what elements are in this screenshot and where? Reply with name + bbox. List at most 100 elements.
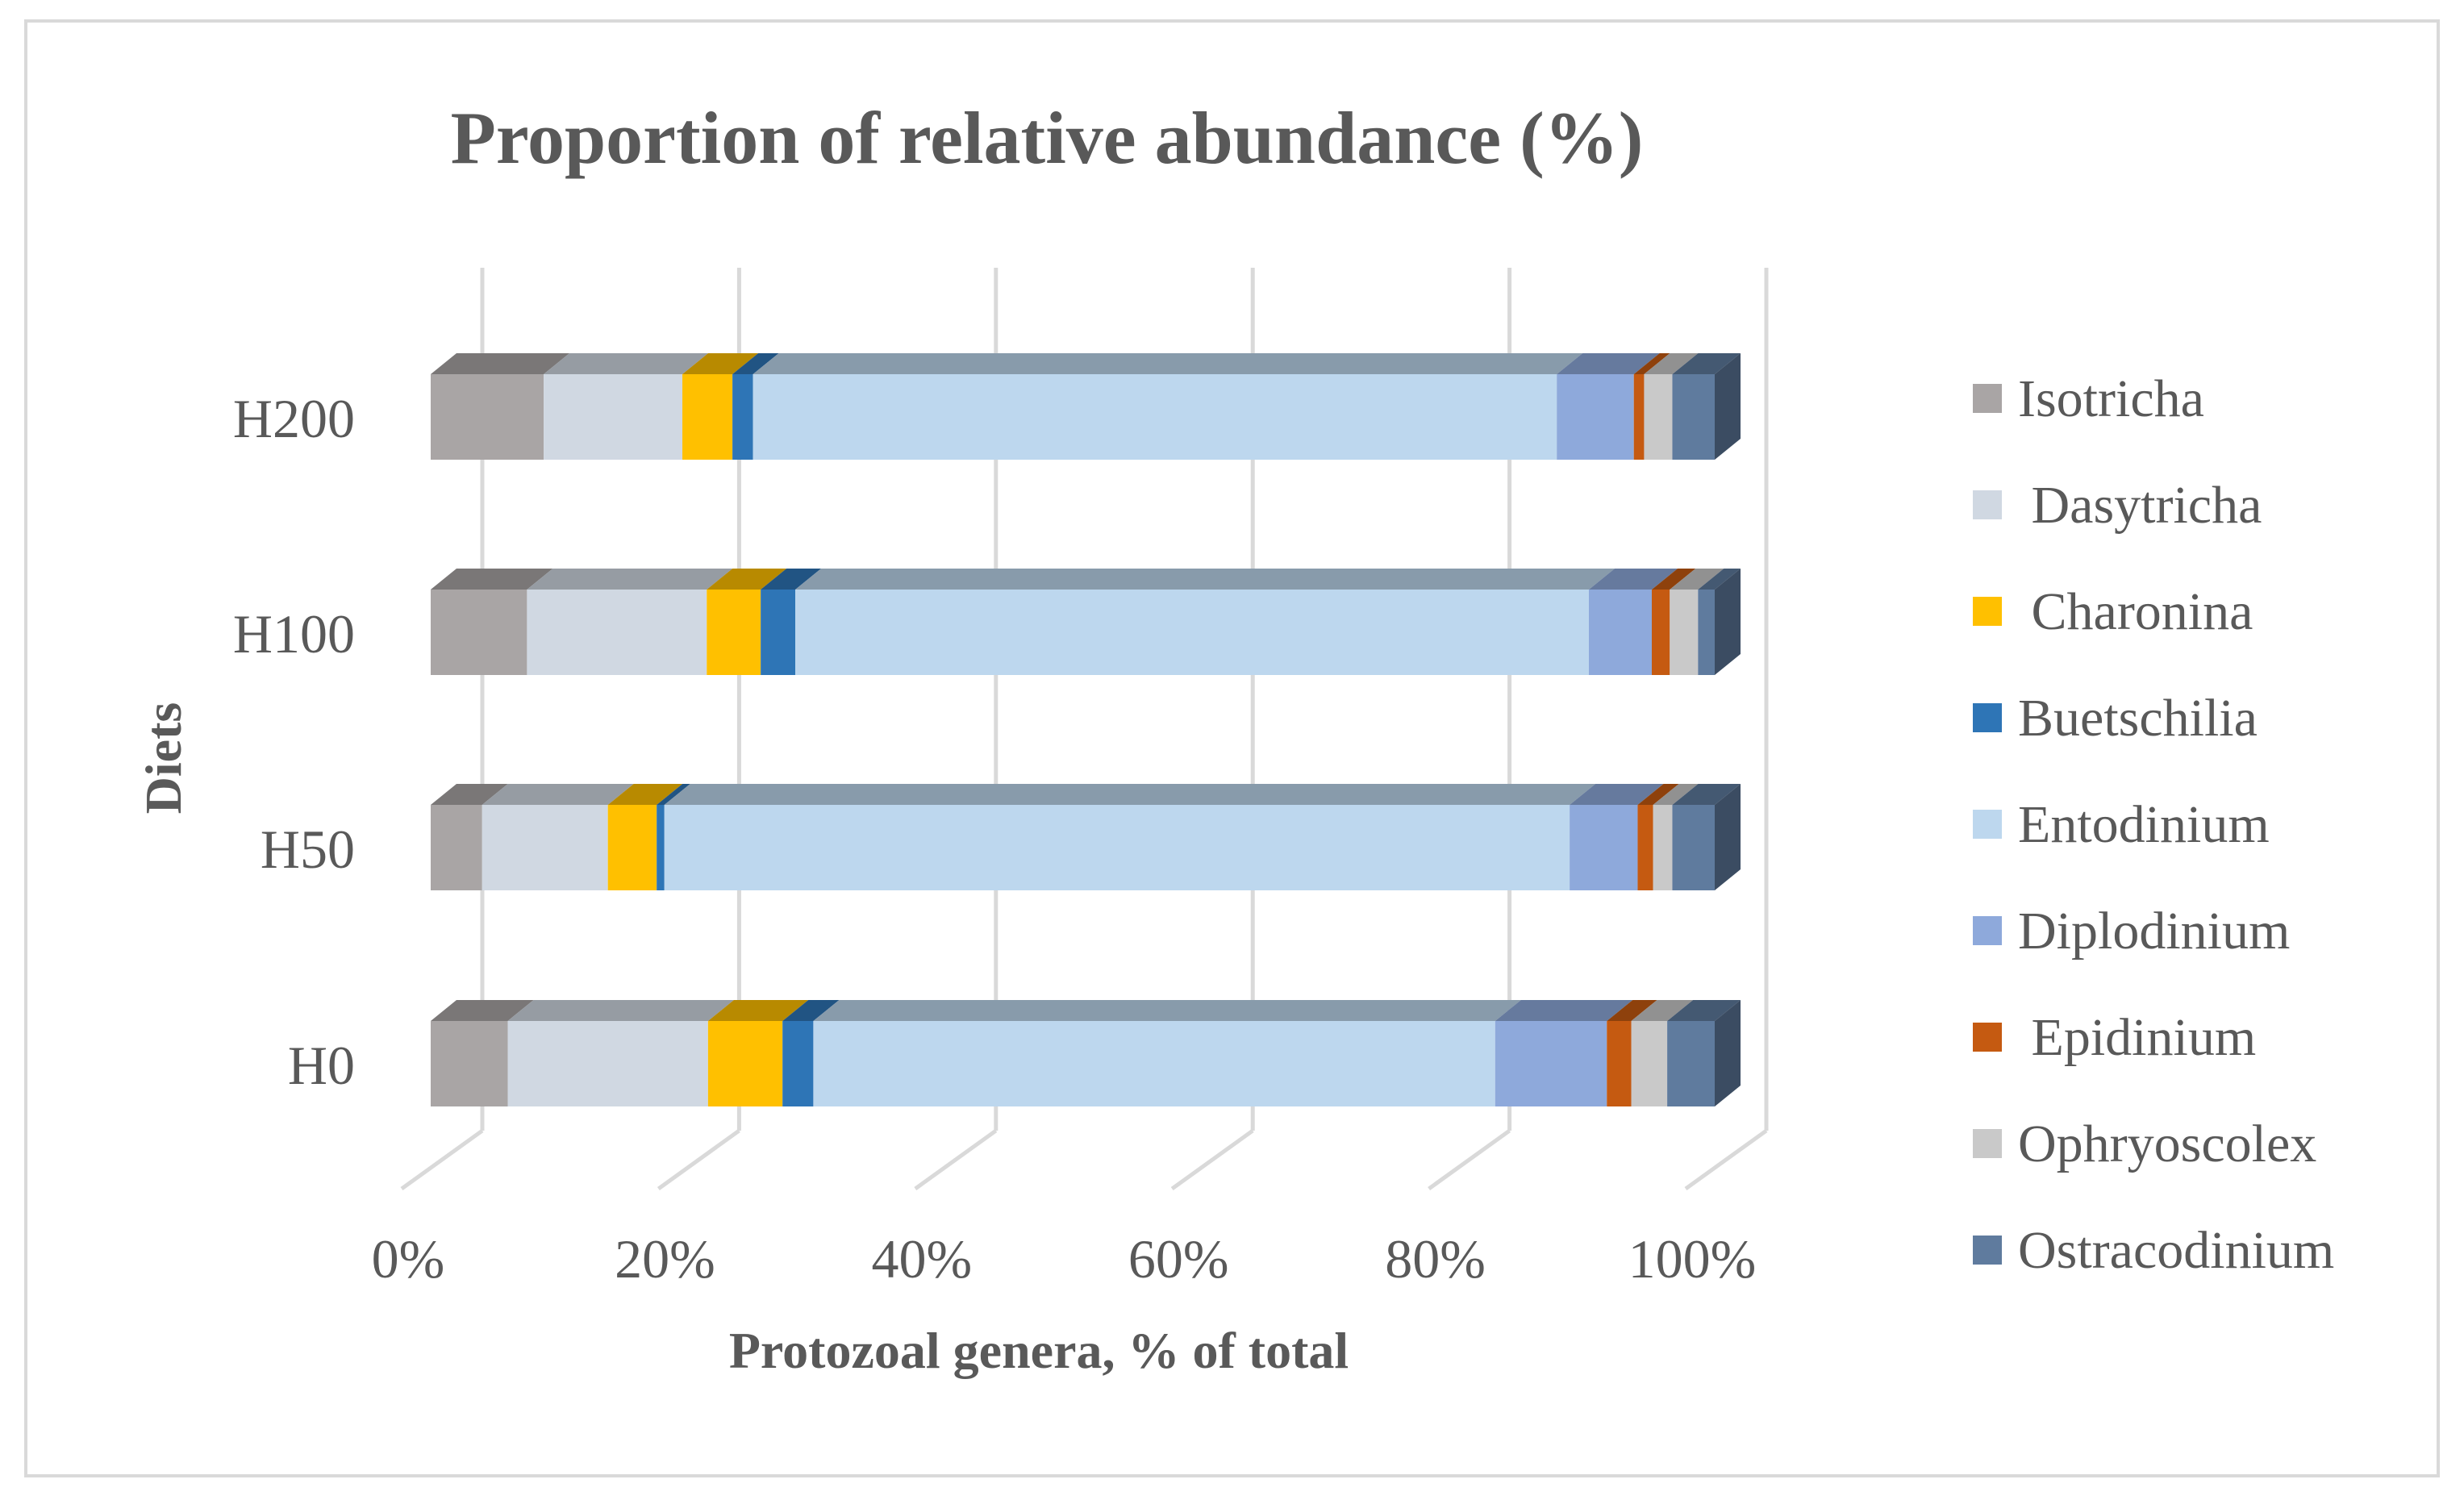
bar-segment bbox=[431, 569, 553, 675]
legend-swatch bbox=[1973, 1236, 2002, 1265]
legend-label: Charonina bbox=[2018, 582, 2253, 641]
bar-segment bbox=[507, 1000, 734, 1106]
legend: Isotricha Dasytricha Charonina Buetschili… bbox=[1973, 369, 2334, 1280]
legend-item: Buetschilia bbox=[1973, 689, 2258, 748]
legend-item: Epidinium bbox=[1973, 1008, 2256, 1067]
bar-front bbox=[1670, 590, 1699, 675]
bar-top bbox=[761, 569, 822, 590]
bar-segment bbox=[1672, 784, 1741, 890]
bar-top bbox=[732, 353, 779, 374]
legend-swatch bbox=[1973, 384, 2002, 413]
bar-top bbox=[1495, 1000, 1633, 1021]
bar-segment bbox=[1698, 569, 1741, 675]
bar-top bbox=[1672, 784, 1741, 805]
bar-front bbox=[1651, 590, 1670, 675]
floor-gridline bbox=[400, 1128, 484, 1191]
y-tick-label: H50 bbox=[261, 819, 355, 880]
x-axis-title: Protozoal genera, % of total bbox=[729, 1322, 1349, 1379]
legend-label: Ophryoscolex bbox=[2018, 1115, 2316, 1173]
bar-front bbox=[682, 374, 733, 460]
bar-segment bbox=[1670, 569, 1724, 675]
legend-item: Ostracodinium bbox=[1973, 1221, 2334, 1280]
bar-front bbox=[1672, 805, 1715, 890]
bar-front bbox=[1495, 1021, 1607, 1106]
bar-top bbox=[795, 569, 1615, 590]
bar-top bbox=[431, 569, 553, 590]
x-tick-label: 40% bbox=[871, 1228, 972, 1290]
bar-segment bbox=[431, 353, 570, 460]
bar-segment bbox=[813, 1000, 1521, 1106]
legend-label: Diplodinium bbox=[2018, 902, 2290, 961]
bar-segment bbox=[1637, 784, 1679, 890]
bar-front bbox=[544, 374, 683, 460]
bar-segment bbox=[431, 784, 508, 890]
floor-gridline bbox=[914, 1128, 998, 1191]
bar-segment bbox=[1588, 569, 1678, 675]
bar-top bbox=[1570, 784, 1664, 805]
bar-segment bbox=[753, 353, 1583, 460]
bar-front bbox=[431, 805, 482, 890]
bar-side bbox=[1715, 1000, 1741, 1106]
bar-top bbox=[1698, 569, 1741, 590]
legend-item: Ophryoscolex bbox=[1973, 1115, 2316, 1173]
bar-front bbox=[707, 590, 761, 675]
bar-top bbox=[431, 784, 508, 805]
floor-gridline bbox=[657, 1128, 740, 1191]
bar-segment bbox=[431, 1000, 534, 1106]
bar-front bbox=[1588, 590, 1652, 675]
legend-label: Ostracodinium bbox=[2018, 1221, 2334, 1280]
legend-swatch bbox=[1973, 810, 2002, 839]
x-tick-label: 100% bbox=[1628, 1228, 1757, 1290]
bar-front bbox=[813, 1021, 1495, 1106]
floor-gridline bbox=[1684, 1128, 1768, 1191]
bar-segment bbox=[732, 353, 779, 460]
x-tick-label: 80% bbox=[1385, 1228, 1486, 1290]
bar-top bbox=[482, 784, 634, 805]
bars bbox=[431, 353, 1741, 1106]
chart-title: Proportion of relative abundance (%) bbox=[451, 97, 1644, 179]
bar-front bbox=[1653, 805, 1673, 890]
legend-item: Diplodinium bbox=[1973, 902, 2290, 961]
bar-segment bbox=[1607, 1000, 1657, 1106]
bar-top bbox=[431, 1000, 534, 1021]
y-tick-label: H0 bbox=[288, 1035, 355, 1096]
legend-swatch bbox=[1973, 1023, 2002, 1052]
bar-top bbox=[707, 1000, 809, 1021]
legend-swatch bbox=[1973, 916, 2002, 945]
bar-front bbox=[1631, 1021, 1668, 1106]
bar-segment bbox=[1653, 784, 1699, 890]
bar-front bbox=[707, 1021, 783, 1106]
legend-item: Charonina bbox=[1973, 582, 2253, 641]
legend-swatch bbox=[1973, 597, 2002, 626]
legend-label: Isotricha bbox=[2018, 369, 2204, 428]
legend-swatch bbox=[1973, 490, 2002, 519]
bar-front bbox=[431, 590, 527, 675]
bar-top bbox=[1557, 353, 1660, 374]
bar-segment bbox=[544, 353, 709, 460]
bar-top bbox=[682, 353, 759, 374]
bar-front bbox=[1633, 374, 1645, 460]
bar-front bbox=[761, 590, 796, 675]
bar-top bbox=[1653, 784, 1699, 805]
bar-segment bbox=[1570, 784, 1664, 890]
bar-segment bbox=[482, 784, 634, 890]
bar-front bbox=[657, 805, 665, 890]
bar-segment bbox=[1672, 353, 1741, 460]
bar-front bbox=[1570, 805, 1638, 890]
bar-segment bbox=[1633, 353, 1670, 460]
bar-segment bbox=[657, 784, 690, 890]
legend-label: Epidinium bbox=[2018, 1008, 2256, 1067]
bar-top bbox=[607, 784, 683, 805]
bar-front bbox=[1667, 1021, 1715, 1106]
bar-front bbox=[782, 1021, 814, 1106]
bar-side bbox=[1715, 353, 1741, 460]
legend-swatch bbox=[1973, 1129, 2002, 1158]
x-tick-label: 0% bbox=[372, 1228, 445, 1290]
bar-side bbox=[1715, 569, 1741, 675]
bar-front bbox=[753, 374, 1557, 460]
bar-segment bbox=[761, 569, 822, 675]
bar-top bbox=[1644, 353, 1699, 374]
bar-segment bbox=[795, 569, 1615, 675]
bar-front bbox=[732, 374, 753, 460]
bar-segment bbox=[607, 784, 683, 890]
